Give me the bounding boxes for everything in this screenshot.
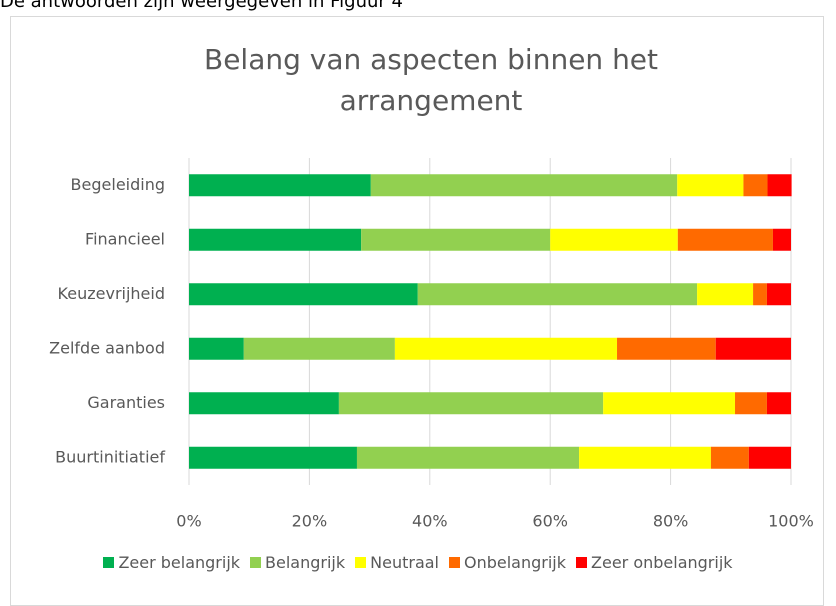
bar-segment xyxy=(417,283,698,306)
bar-segment xyxy=(766,283,791,306)
bar-segment xyxy=(189,392,339,415)
y-tick-label: Garanties xyxy=(87,393,165,412)
bar-segment xyxy=(767,174,792,197)
bar-segment xyxy=(743,174,768,197)
x-tick-label: 60% xyxy=(532,512,568,531)
y-tick-label: Financieel xyxy=(85,229,165,248)
legend-item: Zeer onbelangrijk xyxy=(576,553,733,572)
bar-segment xyxy=(710,446,749,469)
document-text: De antwoorden zijn weergegeven in Figuur… xyxy=(0,0,403,12)
x-tick-label: 40% xyxy=(412,512,448,531)
chart-title: Belang van aspecten binnen het arrangeme… xyxy=(203,43,659,117)
bar-segment xyxy=(189,228,362,251)
legend-label: Onbelangrijk xyxy=(464,553,567,572)
bar-segment xyxy=(766,392,791,415)
y-tick-label: Zelfde aanbod xyxy=(49,338,165,357)
bar-segment xyxy=(677,174,744,197)
bar-segment xyxy=(603,392,736,415)
legend-label: Zeer onbelangrijk xyxy=(591,553,733,572)
legend-item: Zeer belangrijk xyxy=(103,553,240,572)
legend: Zeer belangrijk Belangrijk Neutraal Onbelan… xyxy=(0,553,836,572)
bar-segment xyxy=(579,446,711,469)
bar-segment xyxy=(356,446,580,469)
bar-segment xyxy=(361,228,551,251)
bar-segment xyxy=(748,446,791,469)
y-tick-label: Begeleiding xyxy=(71,175,165,194)
x-tick-label: 20% xyxy=(292,512,328,531)
bar-segment xyxy=(753,283,767,306)
bar-segment xyxy=(715,337,791,360)
y-tick-label: Buurtinitiatief xyxy=(55,447,165,466)
legend-swatch xyxy=(103,557,115,568)
bar-segment xyxy=(189,283,418,306)
legend-item: Belangrijk xyxy=(250,553,345,572)
legend-swatch xyxy=(576,557,588,568)
bar-segment xyxy=(550,228,678,251)
bar-segment xyxy=(617,337,716,360)
y-tick-label: Keuzevrijheid xyxy=(58,284,165,303)
bar-segment xyxy=(394,337,618,360)
bar-segment xyxy=(189,174,371,197)
bar-segment xyxy=(772,228,791,251)
bar-segment xyxy=(697,283,754,306)
bar-segment xyxy=(243,337,395,360)
bar-segment xyxy=(189,446,357,469)
bar-segment xyxy=(338,392,604,415)
legend-item: Onbelangrijk xyxy=(449,553,566,572)
bar-segment xyxy=(189,337,244,360)
legend-label: Zeer belangrijk xyxy=(118,553,241,572)
x-tick-label: 0% xyxy=(176,512,201,531)
legend-swatch xyxy=(250,557,262,568)
bar-segment xyxy=(677,228,773,251)
bar-segment xyxy=(735,392,767,415)
x-tick-label: 80% xyxy=(653,512,689,531)
legend-item: Neutraal xyxy=(355,553,439,572)
legend-label: Neutraal xyxy=(370,553,439,572)
legend-swatch xyxy=(449,557,460,568)
legend-swatch xyxy=(355,557,367,568)
legend-label: Belangrijk xyxy=(265,553,346,572)
chart-frame: Belang van aspecten binnen het arrangeme… xyxy=(10,16,824,606)
bar-segment xyxy=(370,174,678,197)
x-tick-label: 100% xyxy=(768,512,814,531)
